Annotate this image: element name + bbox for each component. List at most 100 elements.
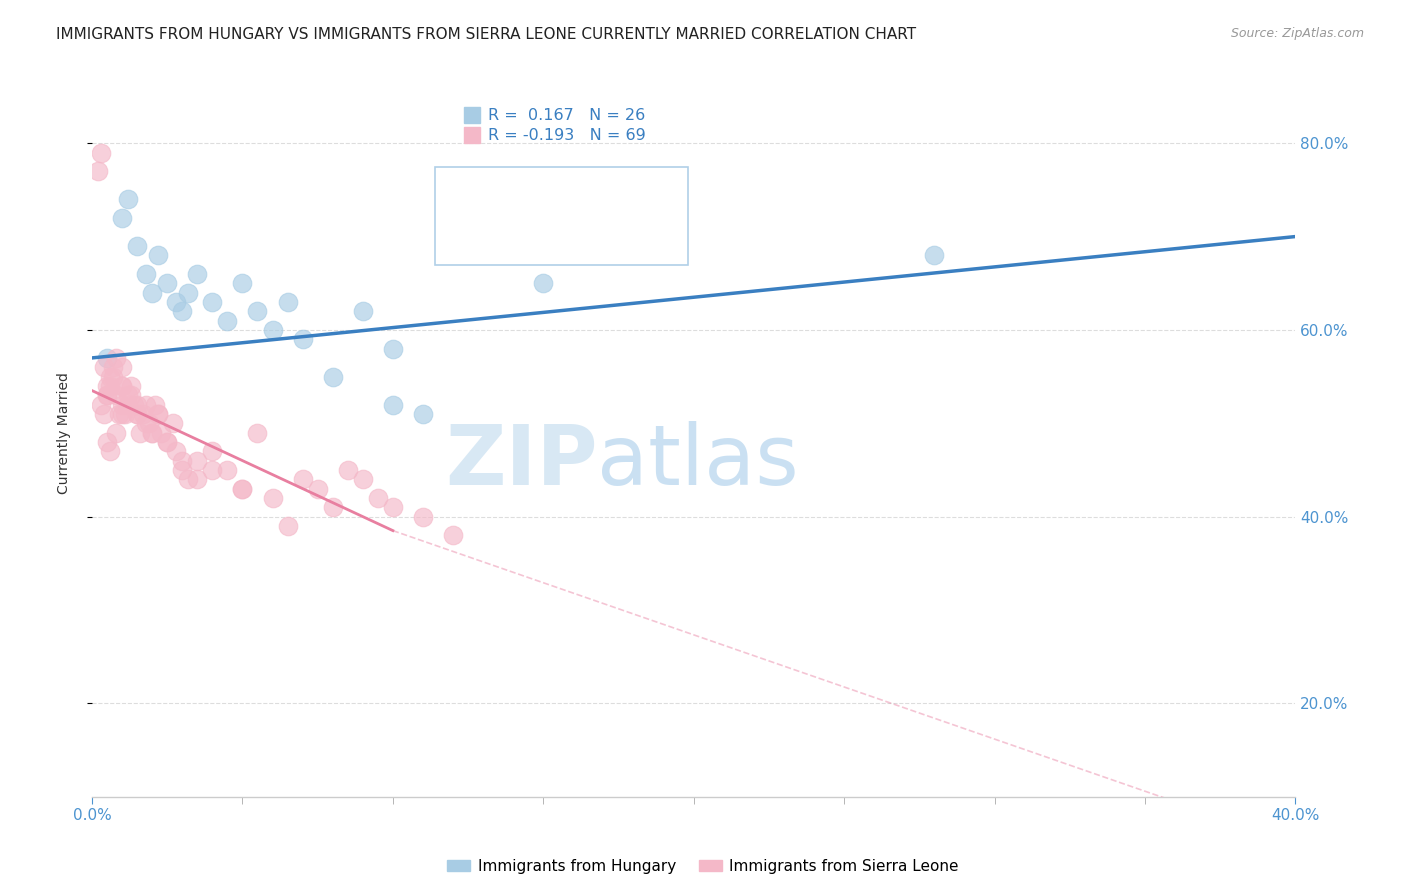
Point — [141, 425, 163, 440]
Point — [201, 463, 224, 477]
Point — [93, 407, 115, 421]
Point — [127, 398, 149, 412]
Point — [141, 425, 163, 440]
Point — [186, 453, 208, 467]
Point — [93, 360, 115, 375]
Point — [120, 388, 142, 402]
Point — [90, 145, 112, 160]
Point — [322, 369, 344, 384]
Point — [367, 491, 389, 505]
Point — [143, 398, 166, 412]
Point — [156, 434, 179, 449]
Point — [117, 192, 139, 206]
Point — [117, 398, 139, 412]
Point — [127, 407, 149, 421]
Point — [156, 434, 179, 449]
Point — [412, 407, 434, 421]
Point — [96, 351, 118, 365]
Point — [246, 425, 269, 440]
Point — [111, 379, 134, 393]
Point — [165, 294, 187, 309]
Point — [122, 398, 145, 412]
Text: atlas: atlas — [598, 421, 799, 502]
Point — [105, 351, 128, 365]
Point — [135, 398, 157, 412]
Point — [291, 332, 314, 346]
Point — [231, 482, 253, 496]
Point — [291, 472, 314, 486]
Point — [201, 294, 224, 309]
Point — [352, 304, 374, 318]
Point — [177, 472, 200, 486]
Point — [217, 313, 239, 327]
Point — [186, 267, 208, 281]
Point — [531, 277, 554, 291]
Point — [114, 407, 136, 421]
Point — [148, 407, 170, 421]
Point — [90, 398, 112, 412]
Legend: R =  0.167   N = 26, R = -0.193   N = 69: R = 0.167 N = 26, R = -0.193 N = 69 — [458, 102, 652, 150]
Point — [135, 267, 157, 281]
Point — [98, 379, 121, 393]
Point — [132, 407, 155, 421]
FancyBboxPatch shape — [434, 167, 688, 265]
Point — [96, 388, 118, 402]
Point — [108, 407, 131, 421]
Point — [101, 369, 124, 384]
Point — [277, 519, 299, 533]
Point — [381, 342, 404, 356]
Point — [96, 379, 118, 393]
Point — [217, 463, 239, 477]
Legend: Immigrants from Hungary, Immigrants from Sierra Leone: Immigrants from Hungary, Immigrants from… — [441, 853, 965, 880]
Point — [127, 407, 149, 421]
Point — [156, 277, 179, 291]
Point — [96, 434, 118, 449]
Point — [322, 500, 344, 515]
Point — [336, 463, 359, 477]
Text: IMMIGRANTS FROM HUNGARY VS IMMIGRANTS FROM SIERRA LEONE CURRENTLY MARRIED CORREL: IMMIGRANTS FROM HUNGARY VS IMMIGRANTS FR… — [56, 27, 917, 42]
Point — [120, 379, 142, 393]
Y-axis label: Currently Married: Currently Married — [58, 372, 72, 493]
Point — [87, 164, 110, 178]
Point — [262, 323, 284, 337]
Text: Source: ZipAtlas.com: Source: ZipAtlas.com — [1230, 27, 1364, 40]
Point — [277, 294, 299, 309]
Point — [381, 500, 404, 515]
Point — [162, 417, 184, 431]
Point — [172, 453, 194, 467]
Point — [201, 444, 224, 458]
Point — [148, 248, 170, 262]
Point — [172, 304, 194, 318]
Point — [307, 482, 329, 496]
Text: ZIP: ZIP — [444, 421, 598, 502]
Point — [172, 463, 194, 477]
Point — [150, 425, 173, 440]
Point — [148, 407, 170, 421]
Point — [412, 509, 434, 524]
Point — [111, 211, 134, 225]
Point — [924, 248, 946, 262]
Point — [231, 277, 253, 291]
Point — [129, 425, 152, 440]
Point — [96, 388, 118, 402]
Point — [141, 285, 163, 300]
Point — [101, 360, 124, 375]
Point — [111, 379, 134, 393]
Point — [117, 388, 139, 402]
Point — [165, 444, 187, 458]
Point — [111, 407, 134, 421]
Point — [381, 398, 404, 412]
Point — [138, 417, 160, 431]
Point — [127, 239, 149, 253]
Point — [111, 398, 134, 412]
Point — [352, 472, 374, 486]
Point — [98, 369, 121, 384]
Point — [105, 425, 128, 440]
Point — [135, 417, 157, 431]
Point — [105, 388, 128, 402]
Point — [262, 491, 284, 505]
Point — [441, 528, 464, 542]
Point — [246, 304, 269, 318]
Point — [177, 285, 200, 300]
Point — [231, 482, 253, 496]
